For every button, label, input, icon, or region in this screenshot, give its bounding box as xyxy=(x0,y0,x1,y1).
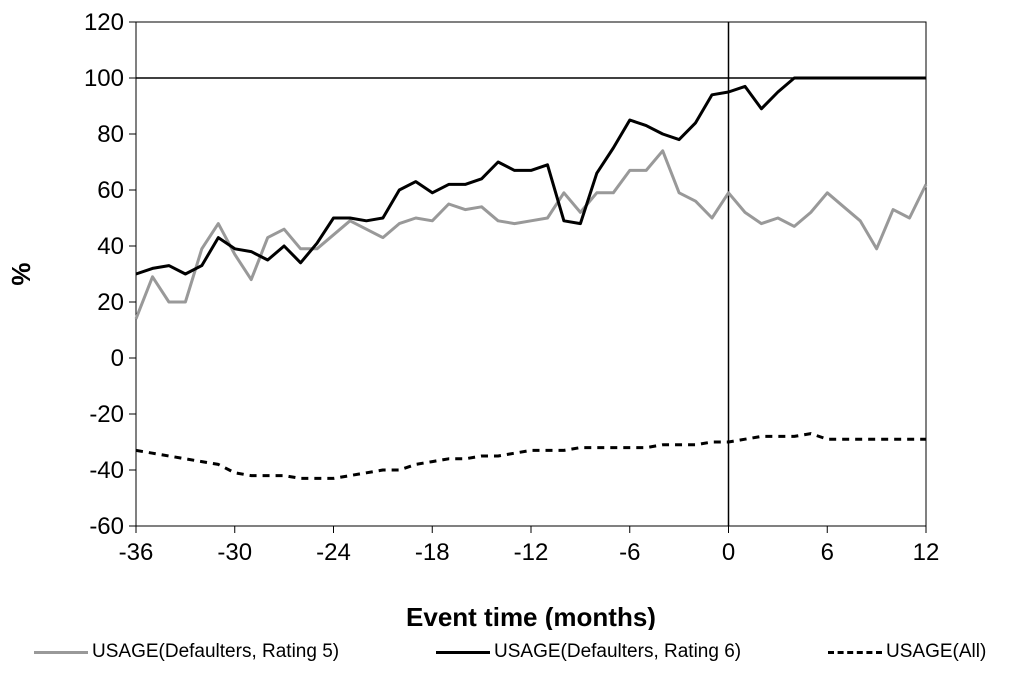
legend-label-rating6: USAGE(Defaulters, Rating 6) xyxy=(494,641,741,663)
y-tick-label: 20 xyxy=(97,289,124,316)
series-layer xyxy=(136,78,926,478)
legend-swatch-rating6 xyxy=(436,651,490,654)
x-tick-label: 6 xyxy=(821,539,834,566)
y-tick-label: 100 xyxy=(84,65,124,92)
y-tick-label: 80 xyxy=(97,121,124,148)
legend-item-rating6: USAGE(Defaulters, Rating 6) xyxy=(436,632,741,672)
x-tick-label: 12 xyxy=(913,539,940,566)
series-line-2 xyxy=(136,78,926,274)
legend-label-all: USAGE(All) xyxy=(886,641,986,663)
y-tick-label: 120 xyxy=(84,9,124,36)
x-tick-label: -18 xyxy=(415,539,450,566)
y-tick-label: -40 xyxy=(89,457,124,484)
legend: USAGE(Defaulters, Rating 5) USAGE(Defaul… xyxy=(0,632,1016,672)
y-tick-label: -60 xyxy=(89,513,124,540)
series-line-1 xyxy=(136,151,926,319)
legend-label-rating5: USAGE(Defaulters, Rating 5) xyxy=(92,641,339,663)
x-axis: -36 -30 -24 -18 -12 -6 0 6 12 xyxy=(119,526,940,566)
series-line-3 xyxy=(136,434,926,479)
legend-item-rating5: USAGE(Defaulters, Rating 5) xyxy=(34,632,339,672)
x-tick-label: 0 xyxy=(722,539,735,566)
x-tick-label: -6 xyxy=(619,539,640,566)
y-tick-label: 60 xyxy=(97,177,124,204)
legend-swatch-all xyxy=(828,651,882,654)
y-tick-label: -20 xyxy=(89,401,124,428)
y-tick-label: 0 xyxy=(111,345,124,372)
x-tick-label: -36 xyxy=(119,539,154,566)
y-axis-title: % xyxy=(6,262,36,285)
y-tick-label: 40 xyxy=(97,233,124,260)
x-tick-label: -30 xyxy=(217,539,252,566)
legend-swatch-rating5 xyxy=(34,651,88,654)
x-tick-label: -24 xyxy=(316,539,351,566)
legend-item-all: USAGE(All) xyxy=(828,632,986,672)
x-axis-title: Event time (months) xyxy=(406,602,656,630)
x-tick-label: -12 xyxy=(514,539,549,566)
y-axis: 120 100 80 60 40 20 0 -20 -40 -60 xyxy=(84,9,136,540)
